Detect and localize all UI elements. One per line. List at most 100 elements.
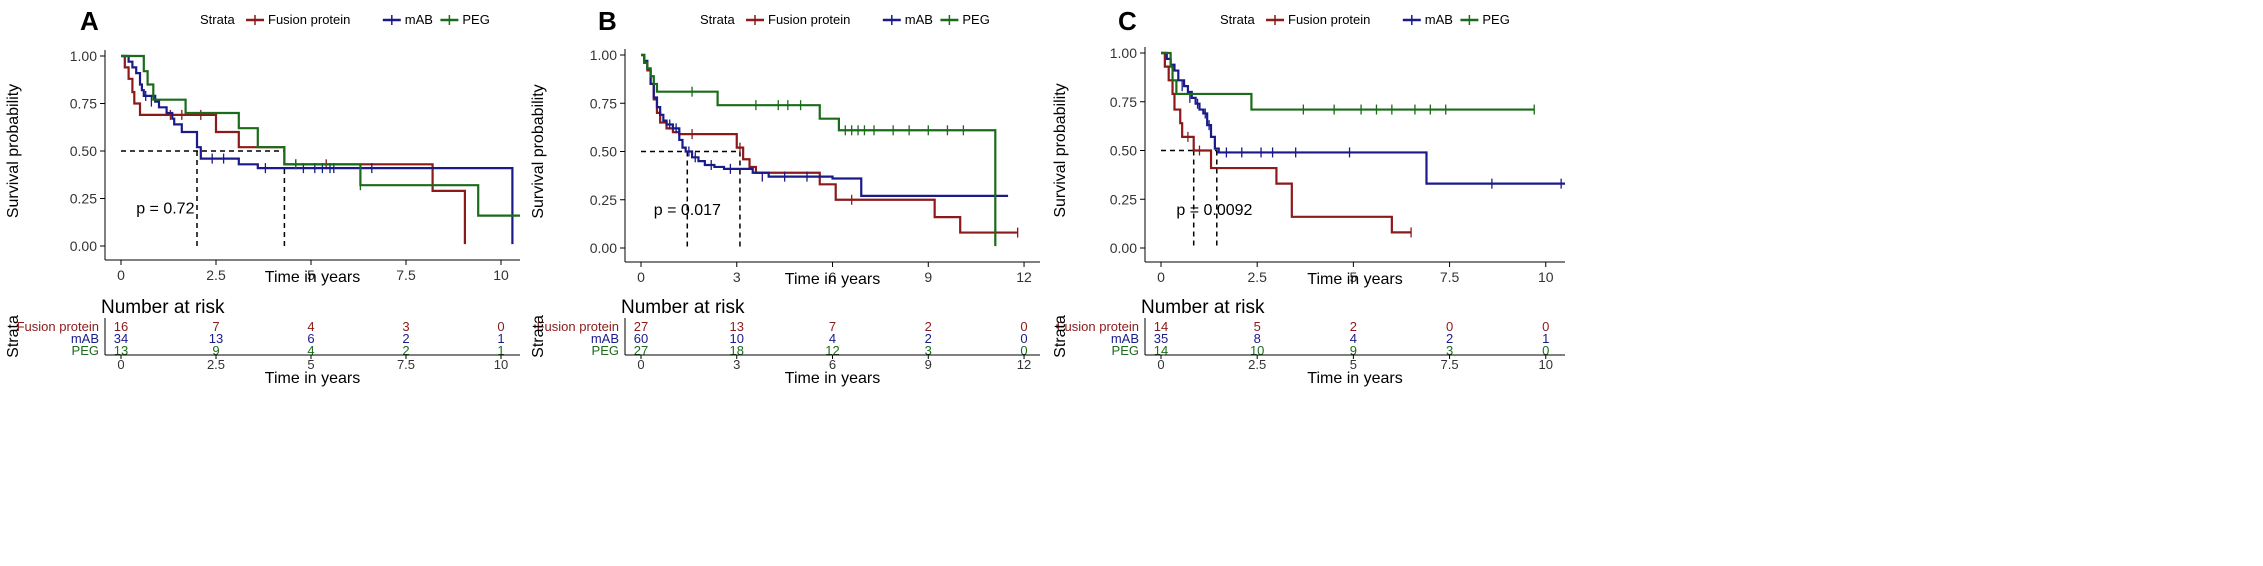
risk-x-tick-label: 6 xyxy=(829,357,836,372)
y-axis-label: Survival probability xyxy=(530,84,547,218)
risk-count: 60 xyxy=(634,331,648,346)
risk-x-tick-label: 2.5 xyxy=(207,357,225,372)
risk-count: 13 xyxy=(730,319,744,334)
risk-count: 1 xyxy=(1542,331,1549,346)
risk-count: 1 xyxy=(497,343,504,358)
x-axis-label: Time in years xyxy=(265,269,360,286)
survival-curve-mab xyxy=(121,54,514,245)
risk-count: 4 xyxy=(307,343,314,358)
legend-entry: mAB xyxy=(905,12,933,27)
risk-x-tick-label: 3 xyxy=(733,357,740,372)
x-tick-label: 0 xyxy=(637,269,645,285)
risk-table-title: Number at risk xyxy=(621,297,745,318)
y-tick-label: 0.00 xyxy=(590,240,617,256)
legend-entry: PEG xyxy=(462,12,489,27)
risk-count: 3 xyxy=(1446,343,1453,358)
risk-x-tick-label: 9 xyxy=(925,357,932,372)
x-tick-label: 6 xyxy=(829,269,837,285)
legend-entry: Fusion protein xyxy=(1288,12,1370,27)
risk-count: 0 xyxy=(1020,331,1027,346)
risk-x-tick-label: 0 xyxy=(1157,357,1164,372)
p-value: p = 0.72 xyxy=(136,201,194,218)
legend-entry: Fusion protein xyxy=(768,12,850,27)
risk-x-tick-label: 0 xyxy=(117,357,124,372)
legend: Strata Fusion protein mAB PEG xyxy=(1220,12,1510,27)
y-tick-label: 1.00 xyxy=(70,48,97,64)
risk-row-label: mAB xyxy=(1111,331,1139,346)
y-tick-label: 0.75 xyxy=(1110,94,1137,110)
risk-row-label: PEG xyxy=(592,343,619,358)
panel-label: C xyxy=(1118,6,1137,36)
risk-count: 0 xyxy=(1542,343,1549,358)
risk-x-tick-label: 10 xyxy=(494,357,508,372)
risk-count: 2 xyxy=(402,331,409,346)
x-tick-label: 3 xyxy=(733,269,741,285)
risk-count: 3 xyxy=(925,343,932,358)
risk-count: 27 xyxy=(634,319,648,334)
risk-count: 34 xyxy=(114,331,128,346)
risk-count: 1 xyxy=(497,331,504,346)
risk-count: 10 xyxy=(730,331,744,346)
risk-x-axis-label: Time in years xyxy=(785,370,880,387)
risk-count: 0 xyxy=(1542,319,1549,334)
risk-x-tick-label: 5 xyxy=(307,357,314,372)
panel-a: A Strata Fusion protein mAB PEG0.000.250.500… xyxy=(5,6,520,387)
risk-table-title: Number at risk xyxy=(101,297,225,318)
risk-row-label: Fusion protein xyxy=(17,319,99,334)
panel-label: A xyxy=(80,6,99,36)
risk-count: 7 xyxy=(829,319,836,334)
risk-count: 8 xyxy=(1254,331,1261,346)
legend-entry: mAB xyxy=(1425,12,1453,27)
risk-count: 14 xyxy=(1154,319,1168,334)
y-tick-label: 0.75 xyxy=(70,96,97,112)
risk-x-tick-label: 12 xyxy=(1017,357,1031,372)
risk-y-axis-label: Strata xyxy=(530,315,547,358)
panel-b: B Strata Fusion protein mAB PEG0.000.250.500… xyxy=(530,6,1040,387)
risk-y-axis-label: Strata xyxy=(1052,315,1069,358)
y-tick-label: 1.00 xyxy=(1110,45,1137,61)
risk-x-tick-label: 0 xyxy=(637,357,644,372)
legend-entry: PEG xyxy=(962,12,989,27)
y-tick-label: 0.00 xyxy=(1110,240,1137,256)
risk-count: 16 xyxy=(114,319,128,334)
legend-title: Strata xyxy=(200,12,235,27)
risk-count: 0 xyxy=(1020,343,1027,358)
risk-count: 27 xyxy=(634,343,648,358)
risk-count: 2 xyxy=(1350,319,1357,334)
risk-count: 0 xyxy=(1446,319,1453,334)
x-tick-label: 7.5 xyxy=(1440,269,1460,285)
x-tick-label: 7.5 xyxy=(396,267,416,283)
x-tick-label: 5 xyxy=(1349,269,1357,285)
risk-y-axis-label: Strata xyxy=(5,315,22,358)
risk-count: 9 xyxy=(1350,343,1357,358)
risk-count: 9 xyxy=(212,343,219,358)
risk-count: 4 xyxy=(1350,331,1357,346)
y-tick-label: 1.00 xyxy=(590,47,617,63)
risk-row-label: Fusion protein xyxy=(537,319,619,334)
risk-count: 2 xyxy=(925,319,932,334)
risk-x-tick-label: 7.5 xyxy=(1441,357,1459,372)
legend: Strata Fusion protein mAB PEG xyxy=(200,12,490,27)
x-tick-label: 0 xyxy=(117,267,125,283)
p-value: p = 0.017 xyxy=(654,202,721,219)
survival-curve-fusion xyxy=(1161,51,1412,234)
legend-title: Strata xyxy=(1220,12,1255,27)
legend-title: Strata xyxy=(700,12,735,27)
risk-count: 6 xyxy=(307,331,314,346)
risk-count: 2 xyxy=(925,331,932,346)
risk-row-label: Fusion protein xyxy=(1057,319,1139,334)
risk-x-tick-label: 7.5 xyxy=(397,357,415,372)
risk-count: 12 xyxy=(825,343,839,358)
y-tick-label: 0.25 xyxy=(1110,191,1137,207)
y-axis-label: Survival probability xyxy=(5,84,22,218)
risk-count: 2 xyxy=(402,343,409,358)
risk-count: 0 xyxy=(497,319,504,334)
survival-curve-mab xyxy=(1161,51,1565,185)
survival-curve-peg xyxy=(1161,51,1535,111)
risk-count: 5 xyxy=(1254,319,1261,334)
legend-entry: mAB xyxy=(405,12,433,27)
survival-curve-peg xyxy=(641,53,997,247)
